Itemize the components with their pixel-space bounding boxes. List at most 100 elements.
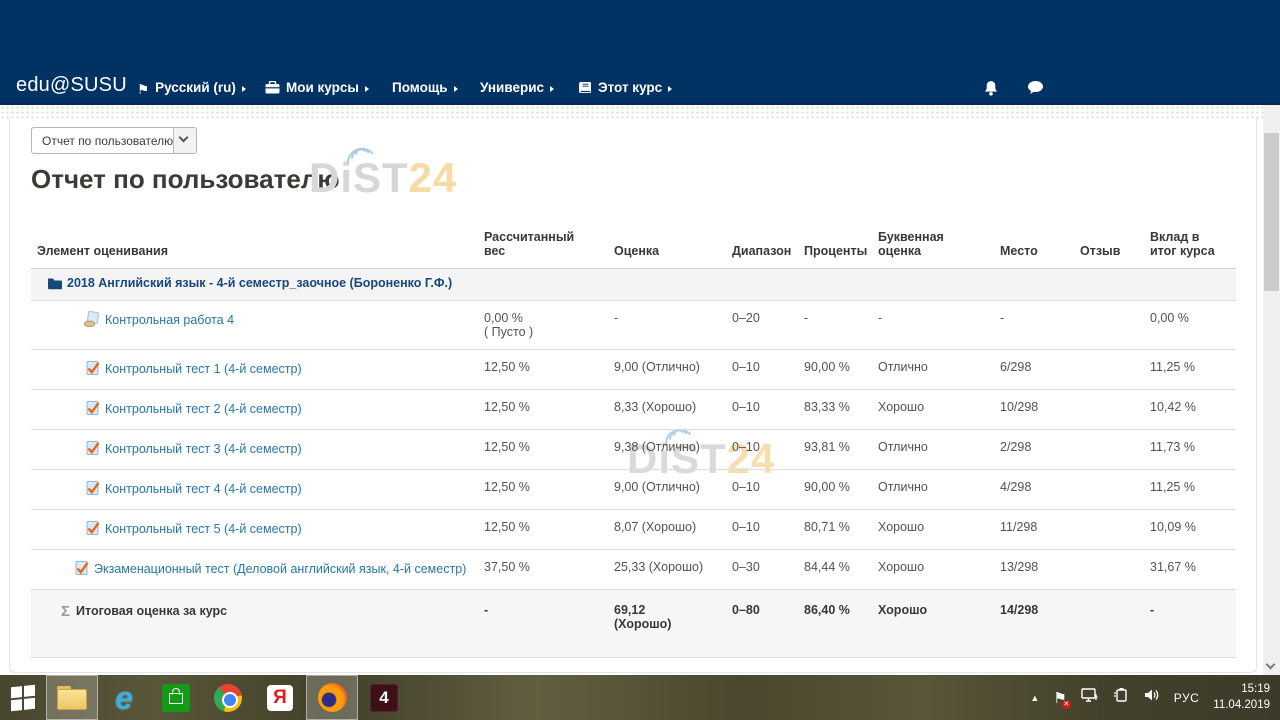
- taskbar-internet-explorer[interactable]: e: [98, 675, 150, 720]
- grade-item-link[interactable]: Контрольный тест 2 (4-й семестр): [105, 402, 302, 416]
- menu-univeris[interactable]: Универис: [480, 80, 555, 95]
- quiz-icon: [84, 400, 100, 419]
- table-row: Контрольная работа 4 0,00 %( Пусто ) - 0…: [31, 300, 1236, 350]
- start-button[interactable]: [0, 675, 46, 720]
- taskbar-file-explorer[interactable]: [46, 675, 98, 720]
- language-indicator[interactable]: РУС: [1173, 690, 1200, 705]
- sigma-icon: Σ: [61, 603, 71, 620]
- course-category-row: 2018 Английский язык - 4-й семестр_заочн…: [31, 268, 1236, 301]
- table-row: Контрольный тест 5 (4-й семестр) 12,50 %…: [31, 509, 1236, 550]
- page-background-pattern: [0, 105, 1263, 121]
- top-navbar: edu@SUSU ⚑ Русский (ru) Мои курсы Помощь …: [0, 0, 1280, 105]
- category-name: 2018 Английский язык - 4-й семестр_заочн…: [67, 276, 453, 290]
- system-tray: ▲ ⚑ ✕ РУС 15:19 11.04.2019: [1030, 675, 1280, 720]
- table-row: Контрольный тест 2 (4-й семестр) 12,50 %…: [31, 389, 1236, 430]
- grade-item-link[interactable]: Экзаменационный тест (Деловой английский…: [94, 562, 467, 576]
- notifications-button[interactable]: [983, 80, 999, 102]
- flag-icon: ⚑: [137, 82, 150, 97]
- grade-item-link[interactable]: Контрольный тест 4 (4-й семестр): [105, 482, 302, 496]
- dist24-watermark: DiST24: [309, 147, 457, 202]
- report-type-value: Отчет по пользователю: [42, 134, 174, 148]
- quiz-icon: [84, 480, 100, 499]
- caret-right-icon: [453, 86, 458, 92]
- taskbar-windows-store[interactable]: [150, 675, 202, 720]
- yandex-browser-icon: Я: [267, 684, 293, 711]
- table-row: Контрольный тест 1 (4-й семестр) 12,50 %…: [31, 349, 1236, 390]
- course-total-row: Σ Итоговая оценка за курс - 69,12 (Хорошо)…: [31, 589, 1236, 658]
- taskbar-app-4[interactable]: 4: [358, 675, 410, 720]
- weight-note: ( Пусто ): [484, 325, 534, 339]
- col-header-feedback: Отзыв: [1072, 226, 1142, 269]
- col-header-weight: Рассчитанный вес: [476, 226, 606, 269]
- menu-this-course[interactable]: Этот курс: [578, 80, 673, 97]
- file-explorer-icon: [57, 685, 87, 710]
- tray-time: 15:19: [1241, 682, 1270, 695]
- menu-help[interactable]: Помощь: [392, 80, 458, 95]
- firefox-icon: [317, 683, 347, 712]
- battery-icon[interactable]: [1113, 688, 1130, 707]
- windows-taskbar: e Я 4 ▲ ⚑ ✕ РУС 15:19 11.04.2019: [0, 675, 1280, 720]
- grade-item-link[interactable]: Контрольный тест 1 (4-й семестр): [105, 362, 302, 376]
- assignment-icon: [84, 310, 100, 330]
- caret-right-icon: [364, 86, 369, 92]
- col-header-range: Диапазон: [724, 226, 796, 269]
- network-icon[interactable]: [1081, 687, 1099, 708]
- select-arrow-box: [173, 128, 196, 153]
- grade-item-link[interactable]: Контрольный тест 5 (4-й семестр): [105, 522, 302, 536]
- app-4-icon: 4: [370, 683, 398, 712]
- content-panel: Отчет по пользователю Отчет по пользоват…: [9, 118, 1257, 673]
- report-type-select[interactable]: Отчет по пользователю: [31, 127, 197, 154]
- col-header-letter: Буквенная оценка: [870, 226, 992, 269]
- menu-language[interactable]: ⚑ Русский (ru): [137, 80, 246, 98]
- briefcase-icon: [265, 80, 280, 97]
- book-icon: [578, 82, 592, 97]
- brand-logo[interactable]: edu@SUSU: [16, 74, 127, 96]
- quiz-icon: [84, 520, 100, 539]
- grade-item-link[interactable]: Контрольная работа 4: [105, 313, 235, 327]
- volume-icon[interactable]: [1144, 688, 1160, 707]
- quiz-icon: [73, 560, 89, 579]
- tray-date: 11.04.2019: [1213, 698, 1270, 711]
- table-row: Контрольный тест 3 (4-й семестр) 12,50 %…: [31, 429, 1236, 470]
- caret-right-icon: [241, 86, 246, 92]
- table-header-row: Элемент оценивания Рассчитанный вес Оцен…: [31, 226, 1236, 269]
- bell-icon: [983, 81, 999, 101]
- taskbar-yandex-browser[interactable]: Я: [254, 675, 306, 720]
- caret-right-icon: [550, 86, 555, 92]
- scrollbar-thumb[interactable]: [1264, 133, 1279, 291]
- messages-button[interactable]: [1027, 80, 1044, 101]
- table-row: Экзаменационный тест (Деловой английский…: [31, 549, 1236, 590]
- tray-expand-button[interactable]: ▲: [1030, 692, 1040, 703]
- caret-right-icon: [668, 86, 673, 92]
- grade-note: (Хорошо): [614, 617, 672, 631]
- quiz-icon: [84, 360, 100, 379]
- grade-item-link[interactable]: Контрольный тест 3 (4-й семестр): [105, 442, 302, 456]
- grade-report-table: Элемент оценивания Рассчитанный вес Оцен…: [31, 226, 1236, 658]
- vertical-scrollbar[interactable]: [1263, 105, 1280, 675]
- chevron-down-icon: [1265, 659, 1276, 670]
- col-header-contribution: Вклад в итог курса: [1142, 226, 1236, 269]
- taskbar-chrome[interactable]: [202, 675, 254, 720]
- col-header-grade: Оценка: [606, 226, 724, 269]
- error-badge: ✕: [1061, 699, 1071, 709]
- col-header-rank: Место: [992, 226, 1072, 269]
- internet-explorer-icon: e: [115, 679, 133, 716]
- wifi-signal-icon: [347, 147, 373, 163]
- clock[interactable]: 15:19 11.04.2019: [1213, 682, 1270, 713]
- windows-store-icon: [162, 683, 190, 712]
- chat-icon: [1027, 81, 1044, 100]
- col-header-percent: Проценты: [796, 226, 870, 269]
- quiz-icon: [84, 440, 100, 459]
- page-title: Отчет по пользователю: [31, 164, 340, 194]
- total-label: Итоговая оценка за курс: [76, 604, 228, 618]
- chevron-down-icon: [178, 132, 189, 143]
- scrollbar-down-button[interactable]: [1263, 658, 1280, 675]
- action-center-flag-icon[interactable]: ⚑ ✕: [1053, 689, 1071, 709]
- table-row: Контрольный тест 4 (4-й семестр) 12,50 %…: [31, 469, 1236, 510]
- chrome-icon: [214, 683, 242, 712]
- col-header-item: Элемент оценивания: [31, 226, 476, 269]
- menu-my-courses[interactable]: Мои курсы: [265, 80, 369, 97]
- windows-logo-icon: [11, 684, 35, 711]
- taskbar-firefox[interactable]: [306, 675, 358, 720]
